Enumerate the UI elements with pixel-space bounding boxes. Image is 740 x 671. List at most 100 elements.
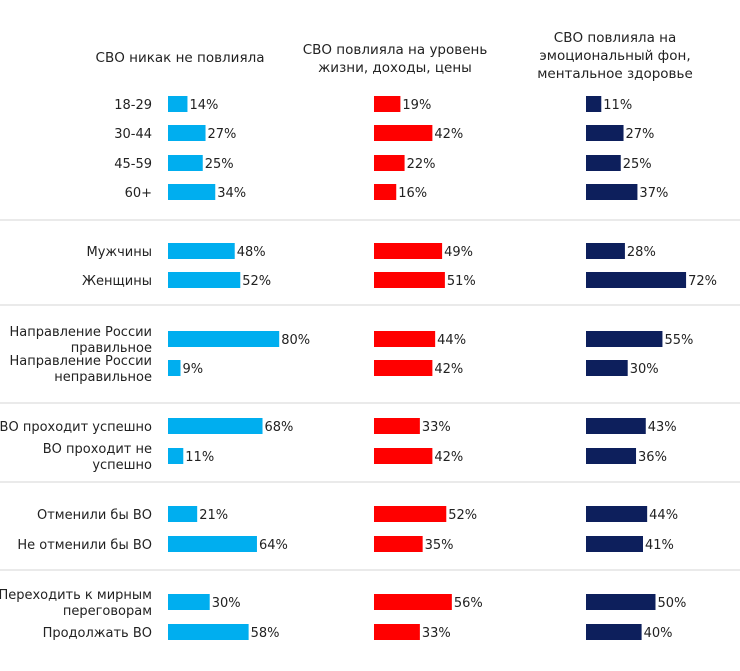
- data-label: 30%: [212, 596, 241, 611]
- bar: [586, 594, 656, 610]
- category-label: 30-44: [114, 127, 152, 142]
- category-label: Отменили бы ВО: [37, 508, 152, 523]
- data-label: 21%: [199, 508, 228, 523]
- bar: [374, 155, 405, 171]
- data-label: 11%: [185, 450, 214, 465]
- bar: [374, 418, 420, 434]
- data-label: 42%: [434, 127, 463, 142]
- data-label: 64%: [259, 538, 288, 553]
- data-label: 43%: [648, 420, 677, 435]
- data-label: 42%: [434, 362, 463, 377]
- data-label: 25%: [623, 157, 652, 172]
- data-label: 28%: [627, 245, 656, 260]
- category-label: успешно: [92, 458, 152, 473]
- bar: [168, 272, 241, 288]
- data-label: 25%: [205, 157, 234, 172]
- bar: [374, 624, 420, 640]
- bar: [586, 448, 637, 464]
- bar: [374, 594, 452, 610]
- bar: [374, 272, 445, 288]
- category-label: Переходить к мирным: [0, 588, 152, 603]
- data-label: 55%: [664, 333, 693, 348]
- data-label: 48%: [237, 245, 266, 260]
- series-header-1: жизни, доходы, цены: [318, 60, 472, 76]
- bar: [586, 331, 663, 347]
- bar: [374, 536, 423, 552]
- data-label: 33%: [422, 626, 451, 641]
- data-label: 41%: [645, 538, 674, 553]
- category-label: Продолжать ВО: [43, 626, 152, 641]
- bar: [586, 624, 642, 640]
- data-label: 11%: [603, 98, 632, 113]
- data-label: 72%: [688, 274, 717, 289]
- bar: [586, 272, 687, 288]
- data-label: 30%: [630, 362, 659, 377]
- bar: [168, 243, 235, 259]
- bar: [168, 96, 188, 112]
- bar: [374, 448, 433, 464]
- category-label: Не отменили бы ВО: [17, 538, 152, 553]
- category-label: неправильное: [54, 370, 152, 385]
- bar: [586, 184, 638, 200]
- category-label: Направление России: [10, 354, 153, 369]
- data-label: 22%: [407, 157, 436, 172]
- data-label: 27%: [208, 127, 237, 142]
- series-header-1: СВО повлияла на уровень: [303, 42, 488, 58]
- bar: [586, 506, 648, 522]
- series-header-2: ментальное здоровье: [537, 66, 693, 82]
- bar: [374, 184, 397, 200]
- bar: [168, 448, 184, 464]
- data-label: 37%: [639, 186, 668, 201]
- data-label: 33%: [422, 420, 451, 435]
- bar: [168, 594, 210, 610]
- data-label: 34%: [217, 186, 246, 201]
- category-label: 18-29: [114, 98, 152, 113]
- data-label: 51%: [447, 274, 476, 289]
- data-label: 50%: [658, 596, 687, 611]
- bar: [586, 96, 602, 112]
- bar: [168, 506, 198, 522]
- category-label: Женщины: [82, 274, 152, 289]
- bar: [586, 125, 624, 141]
- data-label: 40%: [644, 626, 673, 641]
- data-label: 52%: [448, 508, 477, 523]
- bar: [168, 624, 249, 640]
- data-label: 49%: [444, 245, 473, 260]
- category-label: ВО проходит не: [43, 442, 152, 457]
- bar: [374, 96, 401, 112]
- data-label: 68%: [265, 420, 294, 435]
- series-header-2: эмоциональный фон,: [539, 48, 690, 64]
- data-label: 9%: [183, 362, 204, 377]
- data-label: 16%: [398, 186, 427, 201]
- series-header-0: СВО никак не повлияла: [96, 50, 265, 66]
- data-label: 42%: [434, 450, 463, 465]
- data-label: 56%: [454, 596, 483, 611]
- bar: [374, 506, 447, 522]
- data-label: 35%: [425, 538, 454, 553]
- bar: [374, 243, 443, 259]
- category-label: ВО проходит успешно: [0, 420, 152, 435]
- data-label: 14%: [189, 98, 218, 113]
- bar: [374, 331, 436, 347]
- data-label: 80%: [281, 333, 310, 348]
- data-label: 19%: [402, 98, 431, 113]
- data-label: 52%: [242, 274, 271, 289]
- bar: [586, 536, 643, 552]
- bar: [374, 360, 433, 376]
- category-label: Направление России: [10, 325, 153, 340]
- bar: [168, 155, 203, 171]
- category-label: 45-59: [114, 157, 152, 172]
- bar: [586, 418, 646, 434]
- data-label: 44%: [649, 508, 678, 523]
- data-label: 44%: [437, 333, 466, 348]
- bar: [374, 125, 433, 141]
- bar: [168, 184, 216, 200]
- bar: [168, 360, 181, 376]
- data-label: 27%: [626, 127, 655, 142]
- bar: [586, 243, 625, 259]
- bar: [586, 360, 628, 376]
- category-label: переговорам: [63, 604, 152, 619]
- bar: [168, 418, 263, 434]
